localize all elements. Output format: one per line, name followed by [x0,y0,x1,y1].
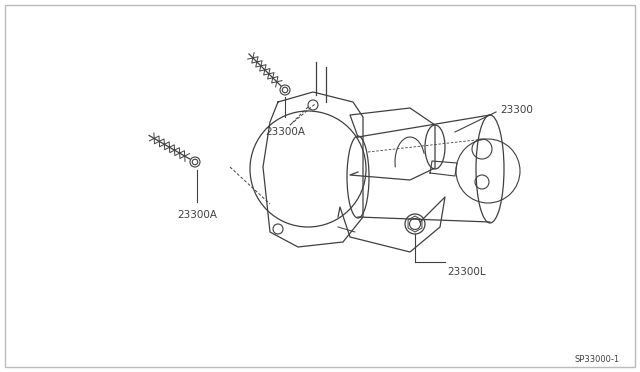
Text: 23300A: 23300A [265,127,305,137]
Text: 23300L: 23300L [447,267,486,277]
Text: 23300A: 23300A [177,210,217,220]
Text: 23300: 23300 [500,105,533,115]
Text: SP33000-1: SP33000-1 [575,355,620,364]
